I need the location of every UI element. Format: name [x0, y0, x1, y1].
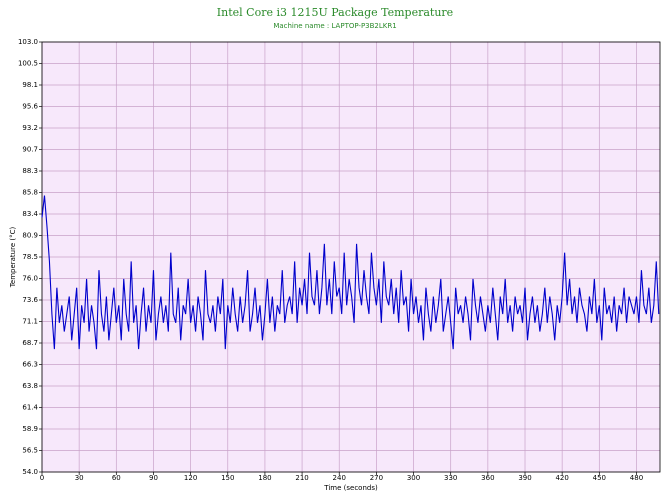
x-tick-label: 240: [333, 474, 346, 482]
y-tick-label: 83.4: [22, 210, 38, 218]
y-tick-label: 103.0: [18, 38, 38, 46]
x-tick-label: 0: [40, 474, 44, 482]
y-tick-label: 54.0: [22, 468, 38, 476]
x-tick-label: 480: [630, 474, 643, 482]
x-tick-label: 450: [593, 474, 606, 482]
y-tick-label: 58.9: [22, 425, 38, 433]
y-tick-label: 68.7: [22, 339, 38, 347]
chart-subtitle: Machine name : LAPTOP-P3B2LKR1: [273, 22, 396, 30]
x-tick-label: 270: [370, 474, 383, 482]
x-tick-label: 120: [184, 474, 197, 482]
x-axis-label: Time (seconds): [323, 484, 378, 492]
y-tick-label: 93.2: [22, 124, 38, 132]
y-tick-label: 95.6: [22, 103, 38, 111]
x-tick-label: 90: [149, 474, 158, 482]
x-tick-label: 330: [444, 474, 457, 482]
y-tick-label: 61.4: [22, 404, 38, 412]
x-tick-label: 390: [518, 474, 531, 482]
y-tick-label: 100.5: [18, 60, 38, 68]
y-tick-label: 88.3: [22, 167, 38, 175]
y-tick-label: 98.1: [22, 81, 38, 89]
y-tick-label: 76.0: [22, 275, 38, 283]
x-tick-label: 150: [221, 474, 234, 482]
x-tick-label: 420: [555, 474, 568, 482]
chart-title: Intel Core i3 1215U Package Temperature: [217, 6, 453, 19]
y-tick-label: 66.3: [22, 361, 38, 369]
x-tick-label: 210: [295, 474, 308, 482]
x-tick-label: 30: [75, 474, 84, 482]
y-tick-label: 80.9: [22, 232, 38, 240]
x-tick-label: 180: [258, 474, 271, 482]
y-tick-label: 63.8: [22, 382, 38, 390]
x-tick-label: 60: [112, 474, 121, 482]
x-tick-label: 360: [481, 474, 494, 482]
temperature-line: [41, 195, 660, 350]
y-tick-label: 85.8: [22, 189, 38, 197]
y-axis-label: Temperature (°C): [9, 227, 17, 289]
y-tick-label: 71.1: [22, 318, 38, 326]
y-tick-label: 56.5: [22, 447, 38, 455]
y-tick-label: 78.5: [22, 253, 38, 261]
x-tick-label: 300: [407, 474, 420, 482]
plot-border: [41, 41, 661, 473]
y-tick-label: 73.6: [22, 296, 38, 304]
y-tick-label: 90.7: [22, 146, 38, 154]
